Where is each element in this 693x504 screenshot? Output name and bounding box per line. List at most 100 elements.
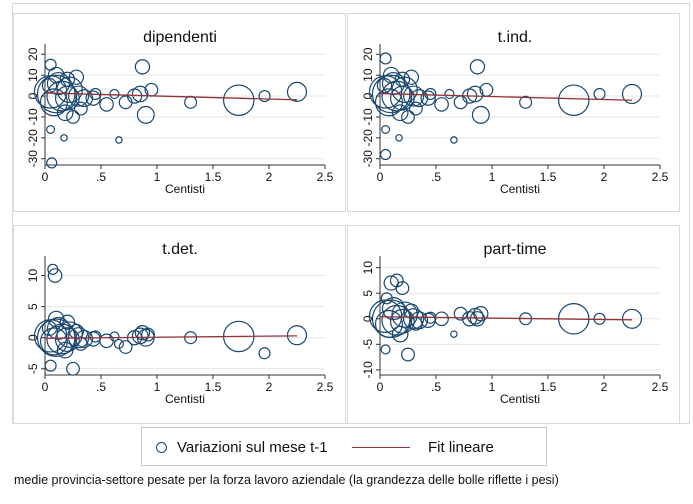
y-tick-label: 10 bbox=[26, 269, 40, 283]
bubble bbox=[376, 77, 393, 94]
bubble bbox=[44, 359, 57, 372]
figure-note: medie provincia-settore pesate per la fo… bbox=[14, 473, 559, 487]
y-tick-label: -30 bbox=[26, 150, 40, 168]
x-tick-label: 1 bbox=[154, 380, 161, 394]
x-tick-label: 2 bbox=[266, 380, 273, 394]
legend-label-fit: Fit lineare bbox=[428, 439, 494, 456]
y-tick-label: 0 bbox=[361, 92, 375, 99]
bubble bbox=[466, 85, 484, 103]
bubble bbox=[115, 136, 123, 144]
legend-bubble-marker bbox=[156, 442, 167, 453]
bubble bbox=[286, 325, 308, 346]
y-tick-label: -10 bbox=[26, 108, 40, 126]
bubble bbox=[131, 85, 149, 103]
bubble bbox=[381, 125, 391, 134]
legend-label-bubbles: Variazioni sul mese t-1 bbox=[177, 439, 328, 456]
bubble bbox=[450, 136, 458, 144]
bubble bbox=[469, 311, 486, 327]
y-tick-label: -5 bbox=[26, 363, 40, 374]
bubble bbox=[389, 308, 415, 334]
bubble bbox=[395, 134, 403, 142]
bubble bbox=[453, 306, 468, 321]
x-tick-label: 0 bbox=[42, 170, 49, 184]
bubble bbox=[39, 327, 68, 356]
y-tick-label: -5 bbox=[361, 339, 375, 350]
bubble bbox=[557, 84, 590, 116]
x-tick-label: 1.5 bbox=[540, 380, 557, 394]
y-tick-label: 10 bbox=[361, 261, 375, 275]
legend-fit-line-marker bbox=[352, 447, 410, 448]
bubble bbox=[258, 89, 271, 103]
panel-4: part-time -10 -5 0 5 10 0 .5 1 1.5 2 2.5 Centisti bbox=[347, 225, 680, 424]
bubble bbox=[403, 303, 420, 319]
bubble bbox=[401, 347, 415, 362]
y-tick-label: 10 bbox=[361, 68, 375, 82]
bubble bbox=[184, 331, 198, 345]
bubble bbox=[394, 71, 411, 88]
x-tick-label: 2.5 bbox=[317, 380, 334, 394]
panel-title: dipendenti bbox=[143, 29, 217, 46]
bubble bbox=[420, 90, 436, 106]
legend: Variazioni sul mese t-1 Fit lineare bbox=[141, 427, 547, 466]
bubble bbox=[401, 110, 415, 124]
x-axis-label: Centisti bbox=[500, 182, 540, 196]
bubble bbox=[434, 311, 449, 327]
bubble bbox=[450, 330, 458, 338]
x-axis-label: Centisti bbox=[500, 392, 540, 406]
bubble bbox=[46, 157, 58, 169]
x-tick-label: .5 bbox=[96, 380, 106, 394]
bubble bbox=[434, 97, 449, 112]
fit-line bbox=[379, 316, 633, 321]
bubble bbox=[403, 85, 425, 107]
bubble bbox=[286, 81, 308, 102]
fit-line bbox=[379, 92, 633, 101]
bubble bbox=[67, 85, 90, 107]
y-tick-label: 0 bbox=[26, 334, 40, 341]
bubble bbox=[46, 125, 56, 134]
bubble bbox=[68, 69, 85, 85]
bubble bbox=[519, 95, 533, 109]
bubble bbox=[39, 88, 68, 117]
bubble bbox=[380, 344, 391, 355]
bubble bbox=[621, 83, 643, 105]
x-tick-label: 0 bbox=[377, 380, 384, 394]
bubble bbox=[380, 292, 393, 305]
x-tick-label: 2.5 bbox=[652, 170, 669, 184]
panel-1: dipendenti -30 -20 -10 0 10 20 0 .5 1 1.5 2 2.5 Centi… bbox=[13, 13, 346, 212]
bubble bbox=[66, 361, 80, 376]
bubble bbox=[59, 71, 76, 88]
bubble bbox=[99, 97, 114, 112]
legend-item-bubbles: Variazioni sul mese t-1 bbox=[156, 428, 328, 467]
y-tick-label: 0 bbox=[26, 92, 40, 99]
y-tick-label: 20 bbox=[361, 47, 375, 61]
y-tick-label: 5 bbox=[361, 290, 375, 297]
x-tick-label: 1.5 bbox=[205, 170, 222, 184]
bubble bbox=[56, 341, 74, 359]
panel-title: t.ind. bbox=[498, 29, 533, 46]
x-tick-label: 2.5 bbox=[317, 170, 334, 184]
x-tick-label: .5 bbox=[96, 170, 106, 184]
x-axis-label: Centisti bbox=[165, 392, 205, 406]
bubble bbox=[109, 88, 120, 100]
bubble bbox=[444, 88, 455, 100]
y-tick-label: -10 bbox=[361, 108, 375, 126]
y-tick-label: 10 bbox=[26, 68, 40, 82]
legend-item-fit: Fit lineare bbox=[352, 428, 494, 467]
bubble bbox=[85, 90, 101, 106]
fit-line bbox=[44, 92, 298, 101]
x-tick-label: 0 bbox=[42, 380, 49, 394]
bubble bbox=[424, 87, 437, 101]
bubble bbox=[118, 340, 133, 354]
bubble bbox=[391, 104, 409, 122]
bubble bbox=[47, 268, 63, 283]
x-tick-label: 2 bbox=[601, 380, 608, 394]
panel-2: t.ind. -30 -20 -10 0 10 20 0 .5 1 1.5 2 2.5 Centisti bbox=[347, 13, 680, 212]
bubble bbox=[222, 84, 255, 116]
bubble bbox=[134, 325, 151, 341]
panel-title: part-time bbox=[483, 241, 546, 258]
bubble bbox=[471, 105, 490, 124]
bubble bbox=[73, 101, 88, 116]
x-tick-label: .5 bbox=[431, 170, 441, 184]
bubble bbox=[469, 59, 486, 75]
